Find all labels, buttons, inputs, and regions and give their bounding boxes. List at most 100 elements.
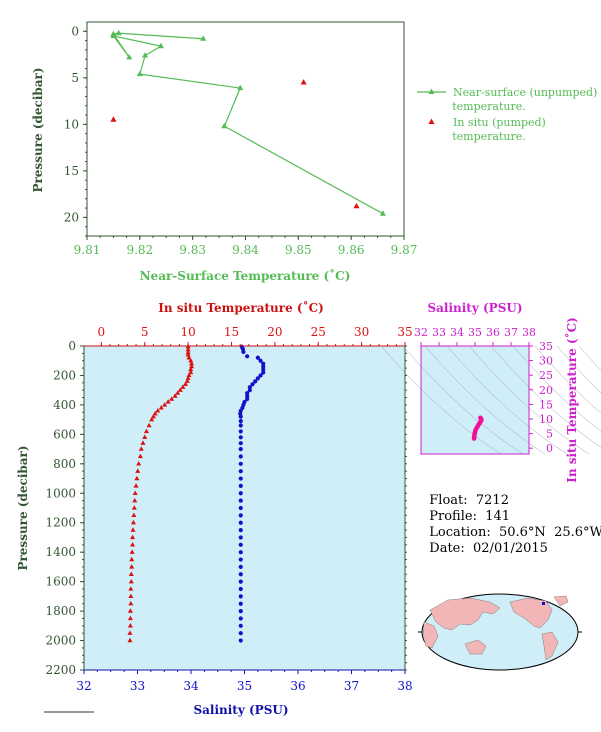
temperature-profile-point (131, 512, 137, 518)
near-surface-series-line (111, 32, 384, 215)
map-land-south-america (541, 631, 559, 661)
location-label: Location: (429, 525, 491, 540)
temperature-profile-point (177, 387, 183, 392)
sal-x-tick-label: 32 (76, 679, 91, 693)
temperature-profile-point (132, 497, 138, 503)
temperature-profile-point (128, 593, 134, 599)
ts-top-axis-label: Salinity (PSU) (427, 301, 522, 315)
density-contour-line (402, 345, 524, 455)
salinity-profile-point (238, 435, 243, 440)
ts-y-tick-label: 10 (539, 413, 553, 426)
ts-plot-group (471, 415, 484, 441)
temperature-profile-point (180, 384, 186, 389)
profile-y-axis-label: Pressure (decibar) (16, 445, 30, 570)
ts-profile-point (478, 415, 483, 421)
near-surface-panel: 9.81 9.82 9.83 9.84 9.85 9.86 9.87 0 5 10 15 20 Nea… (31, 21, 597, 283)
sal-x-tick-label: 38 (397, 679, 412, 693)
ts-density-contours (380, 345, 601, 455)
temperature-profile-point (149, 416, 155, 422)
temperature-profile-point (130, 519, 136, 525)
temperature-profile-point (142, 434, 148, 439)
profile-label: Profile: (429, 509, 477, 524)
ns-plot-group (110, 29, 386, 216)
footer-mark (44, 711, 94, 713)
temperature-profile-point (133, 483, 139, 488)
salinity-profile-point (238, 505, 243, 511)
temperature-profile-point (188, 366, 194, 372)
ns-y-axis-label: Pressure (decibar) (31, 67, 45, 192)
temperature-profile-point (137, 453, 143, 459)
salinity-profile-point (238, 498, 243, 503)
salinity-profile-point (255, 376, 260, 381)
ts-y-tick-label: 35 (539, 340, 553, 353)
ns-x-tick-label: 9.81 (74, 243, 101, 257)
ns-y-tick-label: 10 (64, 117, 79, 131)
salinity-profile-point (247, 388, 252, 393)
salinity-profile-point (238, 557, 243, 562)
map-float-location-marker (542, 602, 545, 605)
temperature-profile-point (155, 408, 161, 413)
in-situ-point (353, 202, 360, 209)
pressure-y-tick-label: 1400 (45, 545, 76, 559)
profile-panel: 0 5 10 15 20 25 30 35 32 33 34 35 36 37 38 0 200 400 600 80… (16, 300, 413, 717)
in-situ-point (300, 79, 307, 85)
temperature-profile-point (185, 346, 191, 352)
salinity-profile-point (238, 527, 243, 533)
temp-x-tick-label: 30 (354, 325, 369, 339)
salinity-profile-point (238, 638, 243, 643)
legend-marker-near-surface (428, 88, 435, 94)
ns-x-tick-label: 9.82 (126, 243, 153, 257)
temperature-profile-point (130, 534, 136, 540)
temperature-profile-point (128, 571, 134, 576)
pressure-y-tick-label: 1200 (45, 516, 76, 530)
temperature-profile-point (136, 461, 142, 466)
temperature-profile-point (186, 354, 192, 360)
near-surface-point (142, 52, 149, 58)
temp-x-tick-label: 15 (224, 325, 239, 339)
profile-ticks-group: 0 5 10 15 20 25 30 35 32 33 34 35 36 37 38 0 200 400 600 80… (45, 325, 412, 693)
density-contour-line (380, 345, 502, 455)
near-surface-point (115, 29, 122, 36)
profile-info: Profile: 141 (421, 494, 510, 524)
salinity-profile-point (245, 354, 250, 359)
ts-y-tick-label: 25 (539, 369, 553, 382)
salinity-profile-point (238, 564, 243, 570)
ts-x-tick-label: 32 (414, 326, 428, 339)
ts-y-tick-label: 20 (539, 384, 553, 397)
temperature-profile-point (175, 390, 181, 395)
temperature-profile-point (189, 360, 195, 366)
salinity-profile-point (258, 373, 263, 378)
temperature-profile-point (188, 369, 194, 375)
salinity-profile-point (238, 483, 243, 489)
profile-bottom-axis-label: Salinity (PSU) (193, 703, 288, 717)
temp-x-tick-label: 0 (98, 325, 106, 339)
ns-x-tick-label: 9.87 (391, 243, 418, 257)
density-contour-line (446, 345, 568, 455)
salinity-profile-point (238, 550, 243, 555)
near-surface-point (126, 53, 133, 60)
ns-legend: Near-surface (unpumped) temperature. In … (417, 86, 597, 143)
salinity-profile-point (261, 367, 266, 372)
salinity-profile-point (238, 429, 243, 434)
float-value: 7212 (475, 493, 509, 508)
map-land-australia (464, 639, 487, 655)
near-surface-point (157, 42, 165, 49)
date-label: Date: (429, 541, 465, 556)
salinity-profile-point (238, 542, 243, 547)
salinity-profile-point (238, 441, 243, 446)
ns-plot-frame (86, 21, 405, 237)
salinity-profile-point (250, 382, 255, 387)
temperature-profile-point (127, 608, 133, 613)
salinity-profile-point (238, 476, 243, 481)
ns-ticks-group: 9.81 9.82 9.83 9.84 9.85 9.86 9.87 0 5 10 15 20 (64, 24, 418, 257)
near-surface-point (136, 70, 143, 77)
temperature-profile-point (140, 440, 146, 445)
profile-plot-group (127, 343, 266, 643)
near-surface-point (379, 210, 386, 216)
temperature-profile-point (130, 527, 136, 532)
density-contour-line (556, 345, 601, 394)
sal-x-tick-label: 36 (290, 679, 305, 693)
near-surface-point (110, 32, 117, 38)
temperature-profile-point (129, 564, 135, 569)
in-situ-point (110, 116, 117, 122)
